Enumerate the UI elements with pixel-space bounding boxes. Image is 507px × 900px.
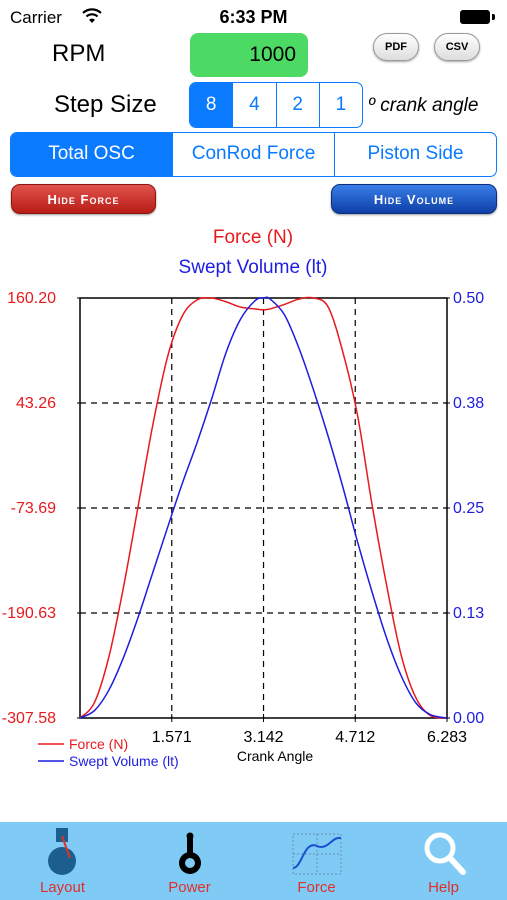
step-option-1[interactable]: 1: [318, 83, 362, 127]
step-size-control: 8 4 2 1: [189, 82, 363, 128]
y-right-tick-label: 0.00: [453, 710, 484, 727]
rpm-input[interactable]: 1000: [190, 33, 308, 77]
tab-layout[interactable]: Layout: [12, 822, 113, 900]
rpm-label: RPM: [52, 40, 106, 67]
magnifier-icon: [424, 832, 466, 875]
y-left-tick-label: -73.69: [11, 500, 56, 517]
grid-lines: [80, 298, 447, 718]
x-tick-label: 3.142: [244, 729, 284, 746]
wave-chart-icon: [292, 833, 341, 875]
force-series-line: [79, 296, 448, 719]
legend-label-volume: Swept Volume (lt): [69, 753, 179, 769]
crank-layout-icon: [47, 828, 76, 875]
mode-piston-side[interactable]: Piston Side: [334, 133, 496, 176]
y-left-tick-label: -190.63: [2, 605, 56, 622]
chart-subtitle: Swept Volume (lt): [179, 257, 328, 278]
hide-volume-button[interactable]: Hide Volume: [331, 184, 497, 214]
tab-help-label: Help: [428, 879, 459, 896]
y-left-tick-label: 43.26: [16, 395, 56, 412]
chart-title: Force (N): [213, 227, 293, 248]
step-size-label: Step Size: [54, 91, 157, 118]
y-right-tick-label: 0.50: [453, 290, 484, 307]
tab-power-label: Power: [168, 879, 211, 896]
pdf-button[interactable]: PDF: [373, 33, 419, 61]
x-tick-label: 1.571: [152, 729, 192, 746]
tick-labels: 160.20 43.26 -73.69 -190.63 -307.58 0.50 0.38 0…: [2, 290, 485, 746]
clock: 6:33 PM: [219, 7, 288, 27]
hide-force-button[interactable]: Hide Force: [11, 184, 156, 214]
x-tick-label: 4.712: [335, 729, 375, 746]
tab-force[interactable]: Force: [266, 822, 367, 900]
step-unit-label: º crank angle: [368, 95, 479, 116]
step-option-8[interactable]: 8: [190, 83, 233, 127]
series-layer: [79, 296, 448, 719]
conrod-icon: [178, 832, 201, 874]
mode-conrod-force[interactable]: ConRod Force: [172, 133, 334, 176]
tab-bar: Layout Power Force Help: [0, 822, 507, 900]
status-bar: Carrier 6:33 PM: [0, 0, 507, 36]
legend-label-force: Force (N): [69, 736, 128, 752]
tab-power[interactable]: Power: [139, 822, 240, 900]
volume-series-line: [79, 296, 448, 719]
step-option-2[interactable]: 2: [275, 83, 319, 127]
force-mode-control: Total OSC ConRod Force Piston Side: [10, 132, 497, 177]
battery-icon: [460, 10, 490, 24]
battery-tip: [492, 14, 495, 20]
carrier-label: Carrier: [10, 8, 62, 27]
x-tick-label: 6.283: [427, 729, 467, 746]
x-axis-label: Crank Angle: [237, 748, 313, 764]
step-option-4[interactable]: 4: [232, 83, 275, 127]
y-right-tick-label: 0.25: [453, 500, 484, 517]
y-right-tick-label: 0.13: [453, 605, 484, 622]
y-right-tick-label: 0.38: [453, 395, 484, 412]
force-volume-chart: Force (N) Swept Volume (lt) 160.20 43.26 -…: [2, 227, 485, 769]
tab-layout-label: Layout: [39, 879, 86, 896]
y-left-tick-label: -307.58: [2, 710, 56, 727]
chart-legend: Force (N) Swept Volume (lt): [38, 736, 179, 769]
mode-total-osc[interactable]: Total OSC: [11, 133, 172, 176]
y-left-tick-label: 160.20: [7, 290, 56, 307]
wifi-icon: [82, 8, 102, 29]
csv-button[interactable]: CSV: [434, 33, 480, 61]
tab-help[interactable]: Help: [393, 822, 494, 900]
tab-force-label: Force: [297, 879, 336, 896]
